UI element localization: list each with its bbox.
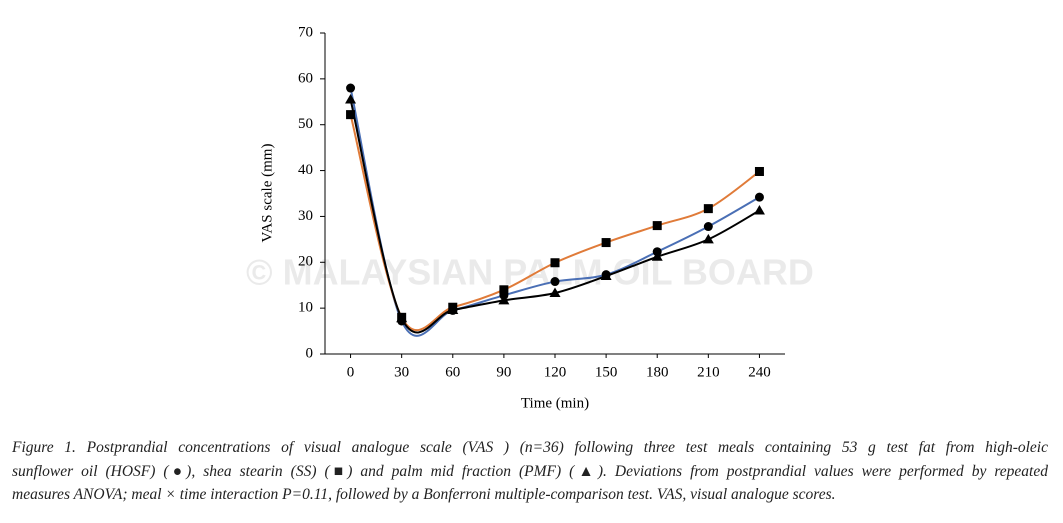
point: [754, 166, 764, 176]
x-tick-label: 90: [496, 364, 511, 380]
x-tick-label: 150: [595, 364, 618, 380]
point: [652, 221, 662, 231]
x-tick-label: 60: [445, 364, 460, 380]
point: [345, 93, 357, 104]
point: [702, 233, 714, 244]
point: [346, 83, 356, 93]
point: [703, 222, 713, 232]
x-tick-label: 120: [544, 364, 567, 380]
point: [346, 110, 356, 120]
point: [550, 277, 560, 287]
series-line: [349, 114, 761, 332]
y-tick-label: 60: [298, 70, 313, 86]
x-tick-label: 210: [697, 364, 720, 380]
y-tick-label: 30: [298, 208, 313, 224]
y-tick-label: 70: [298, 24, 313, 40]
y-tick-label: 10: [298, 300, 313, 316]
caption-line: Figure 1. Postprandial concentrations of…: [12, 439, 1048, 456]
point: [396, 312, 408, 323]
series-line: [349, 87, 760, 337]
x-tick-label: 240: [748, 364, 771, 380]
x-tick-label: 180: [646, 364, 669, 380]
y-tick-label: 0: [306, 345, 314, 361]
caption-line: sunflower oil (HOSF) (●), shea stearin (…: [12, 462, 1048, 480]
y-tick-label: 20: [298, 254, 313, 270]
point: [549, 287, 561, 298]
x-axis-label: Time (min): [521, 395, 589, 411]
y-tick-label: 40: [298, 162, 313, 178]
x-tick-label: 0: [347, 364, 355, 380]
series-line: [349, 99, 760, 334]
point: [754, 192, 764, 202]
point: [753, 204, 765, 215]
point: [499, 285, 509, 295]
point: [550, 258, 560, 268]
point: [498, 294, 510, 305]
point: [651, 251, 663, 261]
point: [703, 204, 713, 214]
x-tick-label: 30: [394, 364, 409, 380]
point: [600, 270, 612, 281]
watermark: © MALAYSIAN PALM OIL BOARD: [246, 252, 814, 293]
caption: Figure 1. Postprandial concentrations of…: [12, 436, 1048, 507]
point: [447, 304, 459, 314]
y-tick-label: 50: [298, 116, 313, 132]
chart: © MALAYSIAN PALM OIL BOARD Time (min) VA…: [246, 24, 814, 411]
point: [601, 238, 611, 248]
y-axis-label: VAS scale (mm): [259, 144, 275, 243]
caption-line: measures ANOVA; meal × time interaction …: [12, 486, 836, 503]
